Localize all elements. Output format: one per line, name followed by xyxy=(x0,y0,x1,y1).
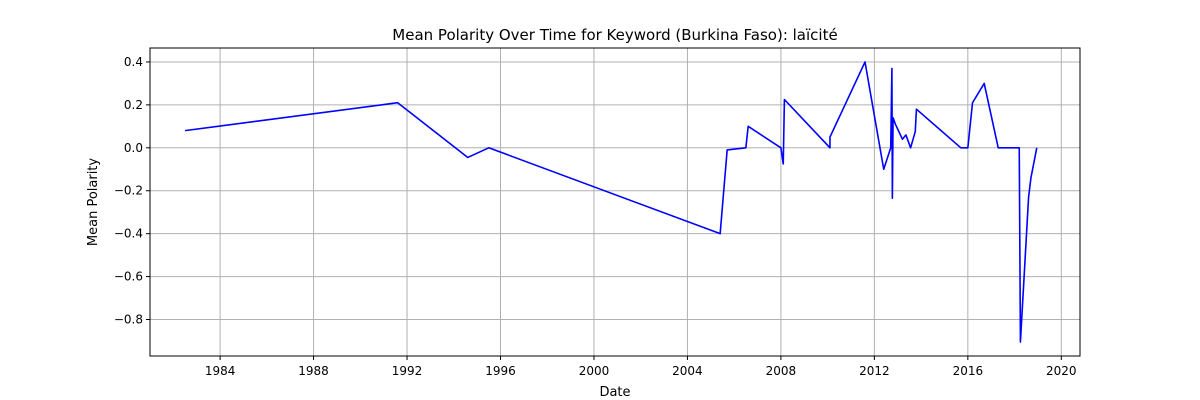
chart-title: Mean Polarity Over Time for Keyword (Bur… xyxy=(392,26,837,44)
x-tick-label: 2008 xyxy=(766,364,797,378)
x-tick-label: 1988 xyxy=(298,364,329,378)
y-tick-label: −0.6 xyxy=(114,270,143,284)
y-tick-label: 0.0 xyxy=(124,141,143,155)
x-tick-label: 1984 xyxy=(205,364,236,378)
x-tick-label: 1996 xyxy=(485,364,516,378)
y-axis-ticks: −0.8 −0.6 −0.4 −0.2 0.0 0.2 0.4 xyxy=(114,55,150,327)
y-tick-label: 0.4 xyxy=(124,55,143,69)
x-tick-label: 1992 xyxy=(392,364,423,378)
y-tick-label: 0.2 xyxy=(124,98,143,112)
x-axis-ticks: 1984 1988 1992 1996 2000 2004 2008 2012 2016 2020 xyxy=(205,356,1077,378)
grid-layer xyxy=(150,48,1080,356)
series-line xyxy=(184,61,1038,343)
x-axis-label: Date xyxy=(599,385,630,400)
y-tick-label: −0.8 xyxy=(114,313,143,327)
x-tick-label: 2020 xyxy=(1046,364,1077,378)
plot-area xyxy=(184,61,1038,343)
plot-frame xyxy=(149,47,1081,357)
y-axis-label: Mean Polarity xyxy=(86,158,101,247)
x-tick-label: 2000 xyxy=(579,364,610,378)
x-tick-label: 2004 xyxy=(672,364,703,378)
x-tick-label: 2012 xyxy=(859,364,890,378)
x-tick-label: 2016 xyxy=(953,364,984,378)
y-tick-label: −0.2 xyxy=(114,184,143,198)
y-tick-label: −0.4 xyxy=(114,227,143,241)
